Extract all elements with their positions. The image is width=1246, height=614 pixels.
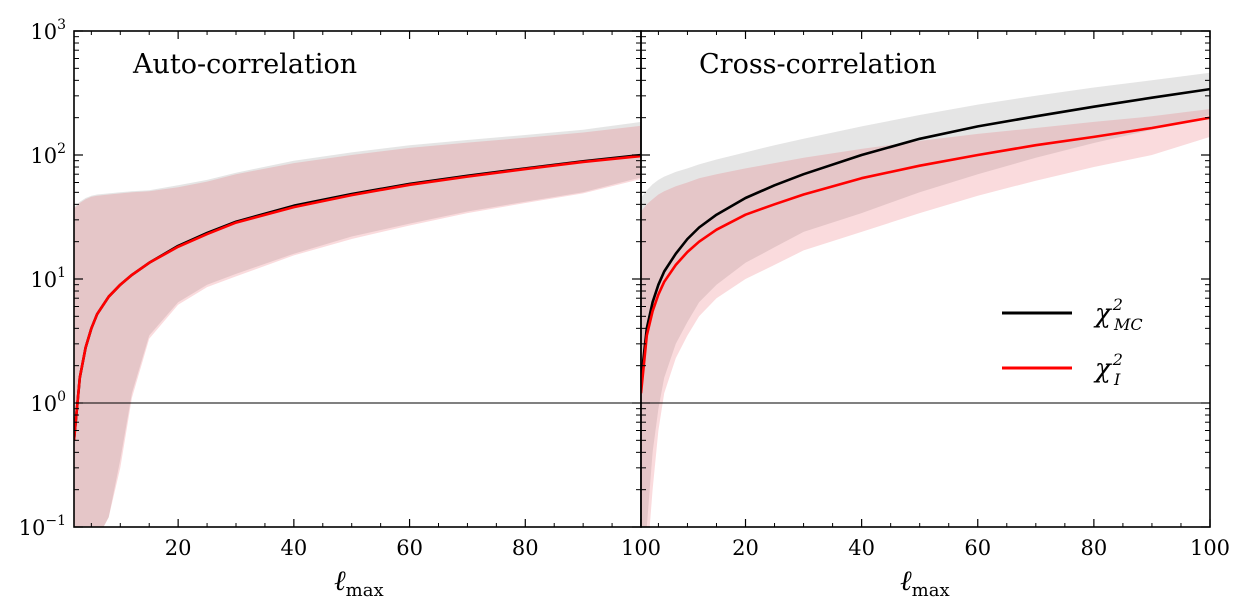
mc-band-left xyxy=(74,121,641,527)
mc-band-right xyxy=(641,72,1210,527)
x-tick-label: 60 xyxy=(964,536,991,560)
y-tick-label: 102 xyxy=(30,141,66,168)
y-tick-label: 10−1 xyxy=(19,513,66,540)
auto-axis-ticks: 20 40 60 80 100 xyxy=(74,30,661,560)
y-tick-label: 103 xyxy=(30,17,66,44)
cross-x-axis-label: ℓmax xyxy=(900,564,950,601)
cross-axis-ticks: 20 40 60 80 100 xyxy=(641,30,1230,560)
i-band-left xyxy=(74,125,641,527)
x-tick-label: 40 xyxy=(848,536,875,560)
cross-confidence-bands xyxy=(641,72,1210,527)
auto-confidence-bands xyxy=(74,121,641,527)
i-band-right xyxy=(641,109,1210,527)
x-tick-label: 100 xyxy=(621,536,661,560)
auto-series-lines xyxy=(74,153,641,441)
x-tick-label: 80 xyxy=(1081,536,1108,560)
cross-panel-title: Cross-correlation xyxy=(699,49,937,80)
x-tick-label: 80 xyxy=(512,536,539,560)
i-line-right xyxy=(641,116,1210,394)
i-line-left xyxy=(74,154,641,441)
y-tick-label: 101 xyxy=(30,265,66,292)
cross-correlation-panel: 20 40 60 80 100 Cross-correlation ℓmax xyxy=(640,30,1230,601)
y-axis-tick-labels: 10−1 100 101 102 103 xyxy=(19,17,66,540)
mc-line-right xyxy=(641,87,1210,382)
auto-x-axis-label: ℓmax xyxy=(334,564,384,601)
x-tick-label: 20 xyxy=(165,536,192,560)
auto-correlation-panel: 20 40 60 80 100 Auto-correlation ℓmax xyxy=(73,30,661,601)
x-tick-label: 100 xyxy=(1190,536,1230,560)
cross-plot-frame xyxy=(640,30,1211,528)
cross-series-lines xyxy=(641,87,1210,394)
auto-panel-title: Auto-correlation xyxy=(132,49,357,80)
x-tick-label: 40 xyxy=(280,536,307,560)
legend-label-mc: χ 2 MC xyxy=(1093,295,1143,334)
y-tick-label: 100 xyxy=(30,389,66,416)
x-tick-label: 20 xyxy=(732,536,759,560)
x-tick-label: 60 xyxy=(396,536,423,560)
